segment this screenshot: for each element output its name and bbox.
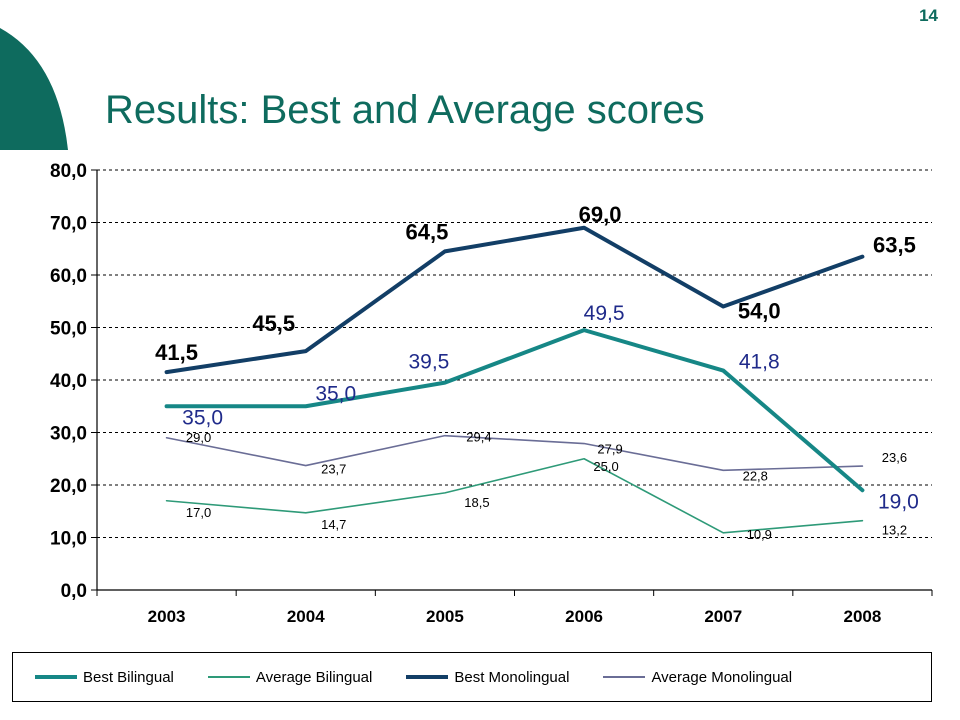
legend-label-best-monolingual: Best Monolingual <box>454 668 570 686</box>
data-label-average-monolingual: 29,4 <box>466 430 491 445</box>
y-tick-label: 0,0 <box>61 581 87 602</box>
x-tick-label: 2008 <box>844 607 882 626</box>
y-tick-label: 50,0 <box>50 319 87 340</box>
data-label-average-monolingual: 29,0 <box>186 430 211 445</box>
x-tick-label: 2007 <box>704 607 742 626</box>
data-label-best-monolingual: 63,5 <box>873 233 916 258</box>
data-label-best-monolingual: 54,0 <box>738 299 781 324</box>
data-label-best-monolingual: 64,5 <box>406 219 449 244</box>
chart-legend: Best Bilingual Average Bilingual Best Mo… <box>12 652 932 702</box>
legend-swatch-average-monolingual <box>603 676 646 678</box>
data-label-average-monolingual: 23,7 <box>321 462 346 477</box>
x-tick-label: 2005 <box>426 607 464 626</box>
legend-label-average-bilingual: Average Bilingual <box>255 668 373 686</box>
data-label-best-bilingual: 19,0 <box>878 490 919 513</box>
data-label-average-bilingual: 14,7 <box>321 517 346 532</box>
legend-item-average-monolingual: Average Monolingual <box>603 669 792 686</box>
y-tick-label: 80,0 <box>50 161 87 182</box>
series-line-best-monolingual <box>164 225 865 375</box>
data-label-best-bilingual: 35,0 <box>315 382 356 405</box>
x-tick-label: 2006 <box>565 607 603 626</box>
data-label-average-bilingual: 10,9 <box>747 527 772 542</box>
line-chart: 0,0 10,0 20,0 30,0 40,0 50,0 60,0 70,0 80,0 2003 2… <box>50 161 933 626</box>
legend-swatch-average-bilingual <box>207 676 250 678</box>
legend-swatch-best-monolingual <box>406 675 449 679</box>
data-label-average-bilingual: 13,2 <box>882 523 907 538</box>
page-title: Results: Best and Average scores <box>105 88 705 132</box>
data-label-average-bilingual: 18,5 <box>464 495 489 510</box>
x-tick-label: 2003 <box>148 607 186 626</box>
x-tick-label: 2004 <box>287 607 325 626</box>
legend-item-best-bilingual: Best Bilingual <box>35 669 174 686</box>
data-label-best-bilingual: 49,5 <box>584 302 625 325</box>
y-tick-label: 40,0 <box>50 371 87 392</box>
corner-decoration-shape <box>0 28 68 150</box>
y-tick-label: 70,0 <box>50 214 87 235</box>
corner-decoration <box>0 28 68 150</box>
data-label-best-monolingual: 69,0 <box>579 202 622 227</box>
data-label-best-monolingual: 45,5 <box>252 311 295 336</box>
data-label-average-monolingual: 23,6 <box>882 450 907 465</box>
data-label-best-bilingual: 39,5 <box>408 351 449 374</box>
data-label-average-monolingual: 22,8 <box>743 468 768 483</box>
page-number: 14 <box>919 6 938 25</box>
y-tick-label: 10,0 <box>50 529 87 550</box>
series-line-best-bilingual <box>164 328 865 493</box>
series-line-average-monolingual <box>165 434 864 472</box>
data-label-best-monolingual: 41,5 <box>155 340 198 365</box>
data-label-average-monolingual: 27,9 <box>597 442 622 457</box>
data-label-average-bilingual: 25,0 <box>593 459 618 474</box>
legend-label-best-bilingual: Best Bilingual <box>83 668 174 686</box>
y-tick-label: 30,0 <box>50 424 87 445</box>
data-label-average-bilingual: 17,0 <box>186 505 211 520</box>
legend-item-average-bilingual: Average Bilingual <box>207 668 373 686</box>
data-label-best-bilingual: 41,8 <box>739 351 780 374</box>
legend-label-average-monolingual: Average Monolingual <box>651 668 793 686</box>
y-tick-label: 20,0 <box>50 476 87 497</box>
y-tick-label: 60,0 <box>50 266 87 287</box>
series-line-average-bilingual <box>165 457 864 534</box>
data-label-best-bilingual: 35,0 <box>182 406 223 429</box>
legend-item-best-monolingual: Best Monolingual <box>406 669 569 686</box>
legend-swatch-best-bilingual <box>35 675 77 679</box>
